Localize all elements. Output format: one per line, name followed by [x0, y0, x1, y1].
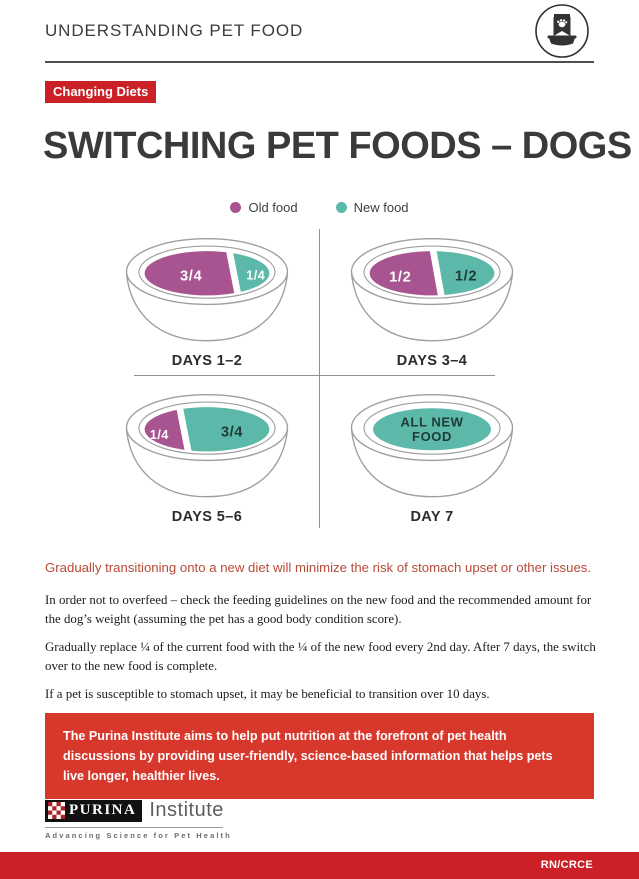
purina-brand-text: PURINA	[69, 802, 137, 818]
paragraph-replace: Gradually replace ¼ of the current food …	[45, 639, 596, 673]
bowl-figure-days-5-6: 1/4 3/4 DAYS 5–6	[107, 389, 307, 525]
pet-food-bag-bowl-icon	[535, 4, 589, 58]
legend-label-new: New food	[353, 200, 409, 215]
bowl-figure-day-7: ALL NEW FOOD DAY 7	[332, 389, 532, 525]
bowl-figure-days-1-2: 3/4 1/4 DAYS 1–2	[107, 233, 307, 369]
legend: Old food New food	[0, 200, 639, 215]
purina-institute-callout: The Purina Institute aims to help put nu…	[45, 713, 594, 800]
horizontal-divider	[134, 375, 495, 376]
body-text: In order not to overfeed – check the fee…	[45, 591, 597, 713]
old-food-fraction-label: 3/4	[180, 269, 202, 285]
new-food-fraction-label: 1/2	[455, 269, 477, 285]
old-food-fraction-label: 1/2	[389, 270, 411, 286]
day-label: DAYS 1–2	[171, 353, 243, 369]
day-label: DAYS 3–4	[396, 353, 468, 369]
header-divider	[45, 61, 594, 63]
lead-sentence: Gradually transitioning onto a new diet …	[45, 560, 592, 575]
document-code: RN/CRCE	[540, 859, 593, 871]
day-label: DAY 7	[410, 509, 454, 525]
bowl-diagram-icon: 3/4 1/4	[125, 237, 289, 342]
legend-item-new-food: New food	[335, 200, 409, 215]
document-header-title: UNDERSTANDING PET FOOD	[45, 21, 304, 40]
purina-wordmark: PURINA	[45, 799, 143, 822]
purina-checkerboard-icon	[48, 802, 65, 819]
new-food-swatch-icon	[335, 202, 347, 213]
institute-text: Institute	[149, 799, 224, 821]
all-new-food-label-line2: FOOD	[412, 429, 452, 444]
purina-institute-logo: PURINA Institute Advancing Science for P…	[45, 799, 232, 840]
all-new-food-label-line1: ALL NEW	[400, 414, 463, 429]
new-food-fraction-label: 3/4	[221, 425, 243, 441]
section-badge: Changing Diets	[45, 81, 157, 103]
bowl-figure-days-3-4: 1/2 1/2 DAYS 3–4	[332, 233, 532, 369]
vertical-divider	[319, 229, 320, 528]
bottom-bar: RN/CRCE	[0, 852, 639, 879]
logo-divider	[45, 827, 223, 828]
paragraph-overfeed: In order not to overfeed – check the fee…	[45, 593, 592, 626]
legend-label-old: Old food	[248, 200, 298, 215]
paragraph-susceptible: If a pet is susceptible to stomach upset…	[45, 686, 490, 701]
legend-item-old-food: Old food	[230, 200, 298, 215]
new-food-fraction-label: 1/4	[246, 268, 265, 282]
page-title: SWITCHING PET FOODS – DOGS	[43, 125, 632, 167]
old-food-swatch-icon	[230, 202, 242, 213]
bowl-diagram-icon: 1/4 3/4	[125, 393, 289, 498]
bowl-diagram-icon: 1/2 1/2	[350, 237, 514, 342]
logo-tagline: Advancing Science for Pet Health	[45, 831, 232, 840]
day-label: DAYS 5–6	[171, 509, 243, 525]
bowl-diagram-icon: ALL NEW FOOD	[350, 393, 514, 498]
old-food-fraction-label: 1/4	[150, 428, 169, 442]
